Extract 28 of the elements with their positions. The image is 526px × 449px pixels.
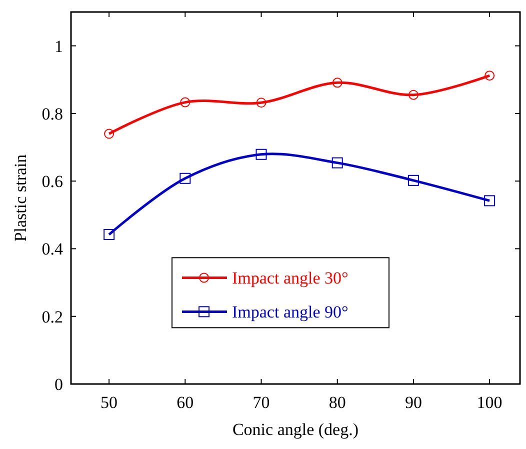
point bbox=[104, 128, 114, 139]
y-axis-title: Plastic strain bbox=[11, 154, 30, 242]
point bbox=[484, 195, 496, 206]
y-tick-label: 0.6 bbox=[42, 172, 63, 192]
legend-label: Impact angle 90° bbox=[232, 302, 348, 322]
point bbox=[408, 174, 419, 186]
point bbox=[332, 78, 342, 88]
point bbox=[256, 98, 266, 108]
point bbox=[180, 97, 190, 108]
y-tick-label: 0.8 bbox=[42, 104, 63, 124]
x-axis-title: Conic angle (deg.) bbox=[232, 420, 359, 439]
point bbox=[332, 157, 343, 168]
point bbox=[408, 90, 418, 100]
point bbox=[104, 229, 115, 240]
x-tick-label: 90 bbox=[404, 393, 422, 412]
point bbox=[484, 70, 495, 81]
y-tick-label: 0.2 bbox=[42, 307, 63, 326]
y-tick-label: 1 bbox=[54, 36, 63, 56]
x-tick-label: 60 bbox=[176, 393, 194, 412]
point bbox=[256, 148, 267, 160]
x-tick-label: 70 bbox=[252, 393, 270, 412]
legend-label: Impact angle 30° bbox=[232, 268, 348, 288]
y-tick-label: 0.4 bbox=[42, 240, 64, 259]
x-tick-label: 100 bbox=[476, 393, 502, 412]
point bbox=[180, 172, 191, 184]
x-tick-label: 50 bbox=[100, 393, 118, 412]
x-tick-label: 80 bbox=[328, 393, 346, 412]
y-tick-label: 0 bbox=[54, 375, 63, 394]
